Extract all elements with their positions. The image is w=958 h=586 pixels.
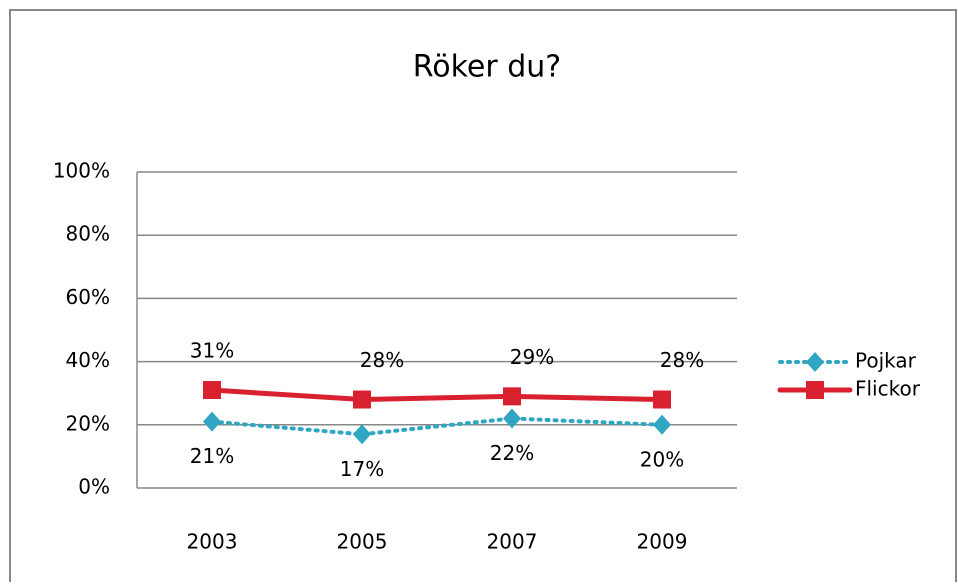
data-point [203, 411, 221, 432]
x-tick-label: 2005 [337, 530, 388, 554]
data-label: 17% [340, 457, 384, 481]
data-point [203, 381, 221, 400]
legend-label: Flickor [855, 377, 921, 401]
series-line [209, 387, 665, 403]
y-tick-label: 80% [66, 222, 110, 246]
data-label: 22% [490, 441, 534, 465]
data-point [353, 424, 371, 445]
y-tick-label: 40% [66, 348, 110, 372]
data-label: 29% [510, 345, 554, 369]
chart-title: Röker du? [413, 50, 561, 85]
data-point [503, 408, 521, 429]
data-label: 31% [190, 339, 234, 363]
series-line [210, 416, 664, 437]
data-point [503, 387, 521, 406]
data-label: 21% [190, 444, 234, 468]
legend-marker [806, 381, 824, 399]
data-label: 28% [360, 348, 404, 372]
data-point [653, 390, 671, 409]
y-tick-label: 20% [66, 411, 110, 435]
data-point [353, 390, 371, 409]
data-point [653, 414, 671, 435]
y-tick-label: 100% [53, 159, 110, 183]
data-label: 28% [660, 348, 704, 372]
y-tick-label: 60% [66, 285, 110, 309]
legend-marker [806, 352, 824, 372]
x-tick-label: 2007 [487, 530, 538, 554]
x-tick-label: 2009 [637, 530, 688, 554]
y-tick-label: 0% [78, 475, 110, 499]
data-label: 20% [640, 447, 684, 471]
x-tick-label: 2003 [187, 530, 238, 554]
chart-border [9, 9, 957, 586]
legend-label: Pojkar [855, 349, 917, 373]
